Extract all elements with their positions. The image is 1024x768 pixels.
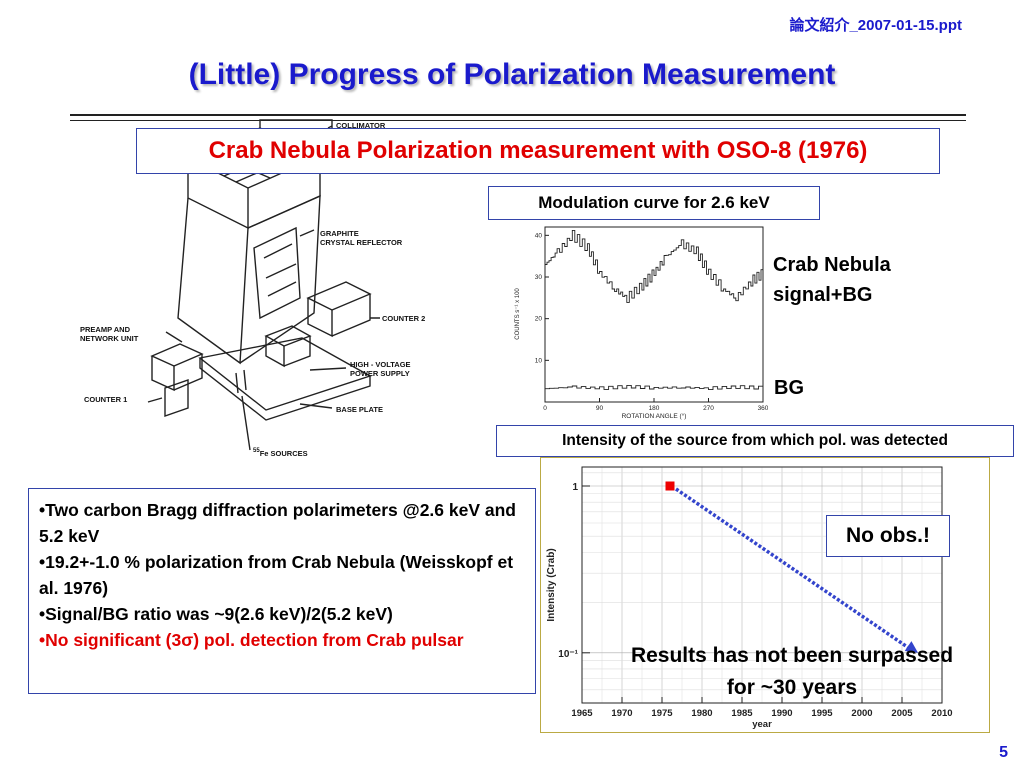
label-network-unit: NETWORK UNIT (80, 334, 139, 343)
slide-subtitle: Crab Nebula Polarization measurement wit… (136, 128, 940, 174)
modulation-y-tick-label: 40 (535, 232, 543, 239)
intensity-x-tick-label: 1985 (731, 708, 753, 719)
intensity-x-tick-label: 1965 (571, 708, 593, 719)
intensity-plot-frame (581, 466, 943, 704)
intensity-x-tick-label: 1980 (691, 708, 712, 719)
label-high-voltage: HIGH - VOLTAGE (350, 360, 411, 369)
modulation-signal-series (545, 229, 763, 303)
modulation-bg-series (545, 384, 763, 391)
bullet-item-highlight: •No significant (3σ) pol. detection from… (39, 630, 464, 650)
signal-label: Crab Nebula signal+BG (773, 250, 891, 310)
modulation-x-label: ROTATION ANGLE (°) (622, 412, 687, 420)
label-crystal-reflector: CRYSTAL REFLECTOR (320, 238, 403, 247)
trend-arrow-head (904, 641, 918, 653)
intensity-y-tick-label: 1 (572, 482, 578, 493)
intensity-x-tick-label: 1995 (811, 708, 833, 719)
label-preamp: PREAMP AND (80, 325, 131, 334)
modulation-x-tick-label: 90 (596, 405, 604, 412)
label-counter-2: COUNTER 2 (382, 314, 425, 323)
intensity-y-tick-label: 10⁻¹ (558, 649, 578, 660)
intensity-x-tick-label: 2010 (931, 708, 952, 719)
intensity-y-label: Intensity (Crab) (546, 548, 557, 621)
bullet-item: •19.2+-1.0 % polarization from Crab Nebu… (39, 552, 514, 598)
modulation-y-label: COUNTS s⁻¹ x 100 (515, 288, 521, 340)
page-number: 5 (999, 744, 1008, 761)
no-obs-callout: No obs.! (826, 515, 950, 557)
intensity-x-tick-label: 2005 (891, 708, 913, 719)
file-name: 論文紹介_2007-01-15.ppt (789, 17, 962, 34)
intensity-x-tick-label: 1970 (611, 708, 632, 719)
modulation-chart: 0 90 180 270 360 10 20 30 40 ROTATION ANGLE (°)… (515, 226, 768, 420)
intensity-x-tick-label: 2000 (851, 708, 872, 719)
label-base-plate: BASE PLATE (336, 405, 383, 414)
results-line-1: Results has not been surpassed (630, 644, 954, 667)
results-line-2: for ~30 years (726, 676, 858, 699)
modulation-x-tick-label: 360 (758, 405, 768, 412)
label-power-supply: POWER SUPPLY (350, 369, 410, 378)
modulation-y-tick-label: 20 (535, 316, 543, 323)
title-rule (70, 114, 966, 121)
bg-label: BG (774, 377, 804, 399)
modulation-x-tick-label: 0 (543, 405, 547, 412)
bullet-item: •Signal/BG ratio was ~9(2.6 keV)/2(5.2 k… (39, 604, 393, 624)
modulation-curve-label: Modulation curve for 2.6 keV (488, 186, 820, 220)
intensity-x-label: year (752, 719, 772, 730)
bullet-list: •Two carbon Bragg diffraction polarimete… (28, 488, 536, 694)
crab-measurement-point (665, 481, 675, 491)
signal-label-line2: signal+BG (773, 284, 873, 306)
label-counter-1: COUNTER 1 (84, 395, 127, 404)
label-fe-sources: 55Fe SOURCES (253, 448, 308, 458)
modulation-x-tick-label: 270 (703, 405, 714, 412)
label-graphite: GRAPHITE (320, 229, 359, 238)
intensity-chart: 1965 1970 1975 1980 1985 1990 1995 2000 2005 2010… (540, 457, 990, 733)
label-collimator: COLLIMATOR (336, 121, 386, 130)
bullet-item: •Two carbon Bragg diffraction polarimete… (39, 500, 516, 546)
intensity-chart-frame (540, 457, 990, 733)
trend-arrow-line (675, 487, 911, 651)
modulation-y-tick-label: 10 (535, 357, 543, 364)
modulation-plot-frame (544, 226, 764, 403)
slide-title: (Little) Progress of Polarization Measur… (188, 58, 836, 91)
intensity-panel-label: Intensity of the source from which pol. … (496, 425, 1014, 457)
intensity-x-tick-label: 1975 (651, 708, 673, 719)
modulation-y-tick-label: 30 (535, 274, 543, 281)
intensity-x-tick-label: 1990 (771, 708, 792, 719)
results-note: Results has not been surpassed for ~30 y… (592, 640, 992, 704)
modulation-x-tick-label: 180 (649, 405, 660, 412)
signal-label-line1: Crab Nebula (773, 254, 891, 276)
